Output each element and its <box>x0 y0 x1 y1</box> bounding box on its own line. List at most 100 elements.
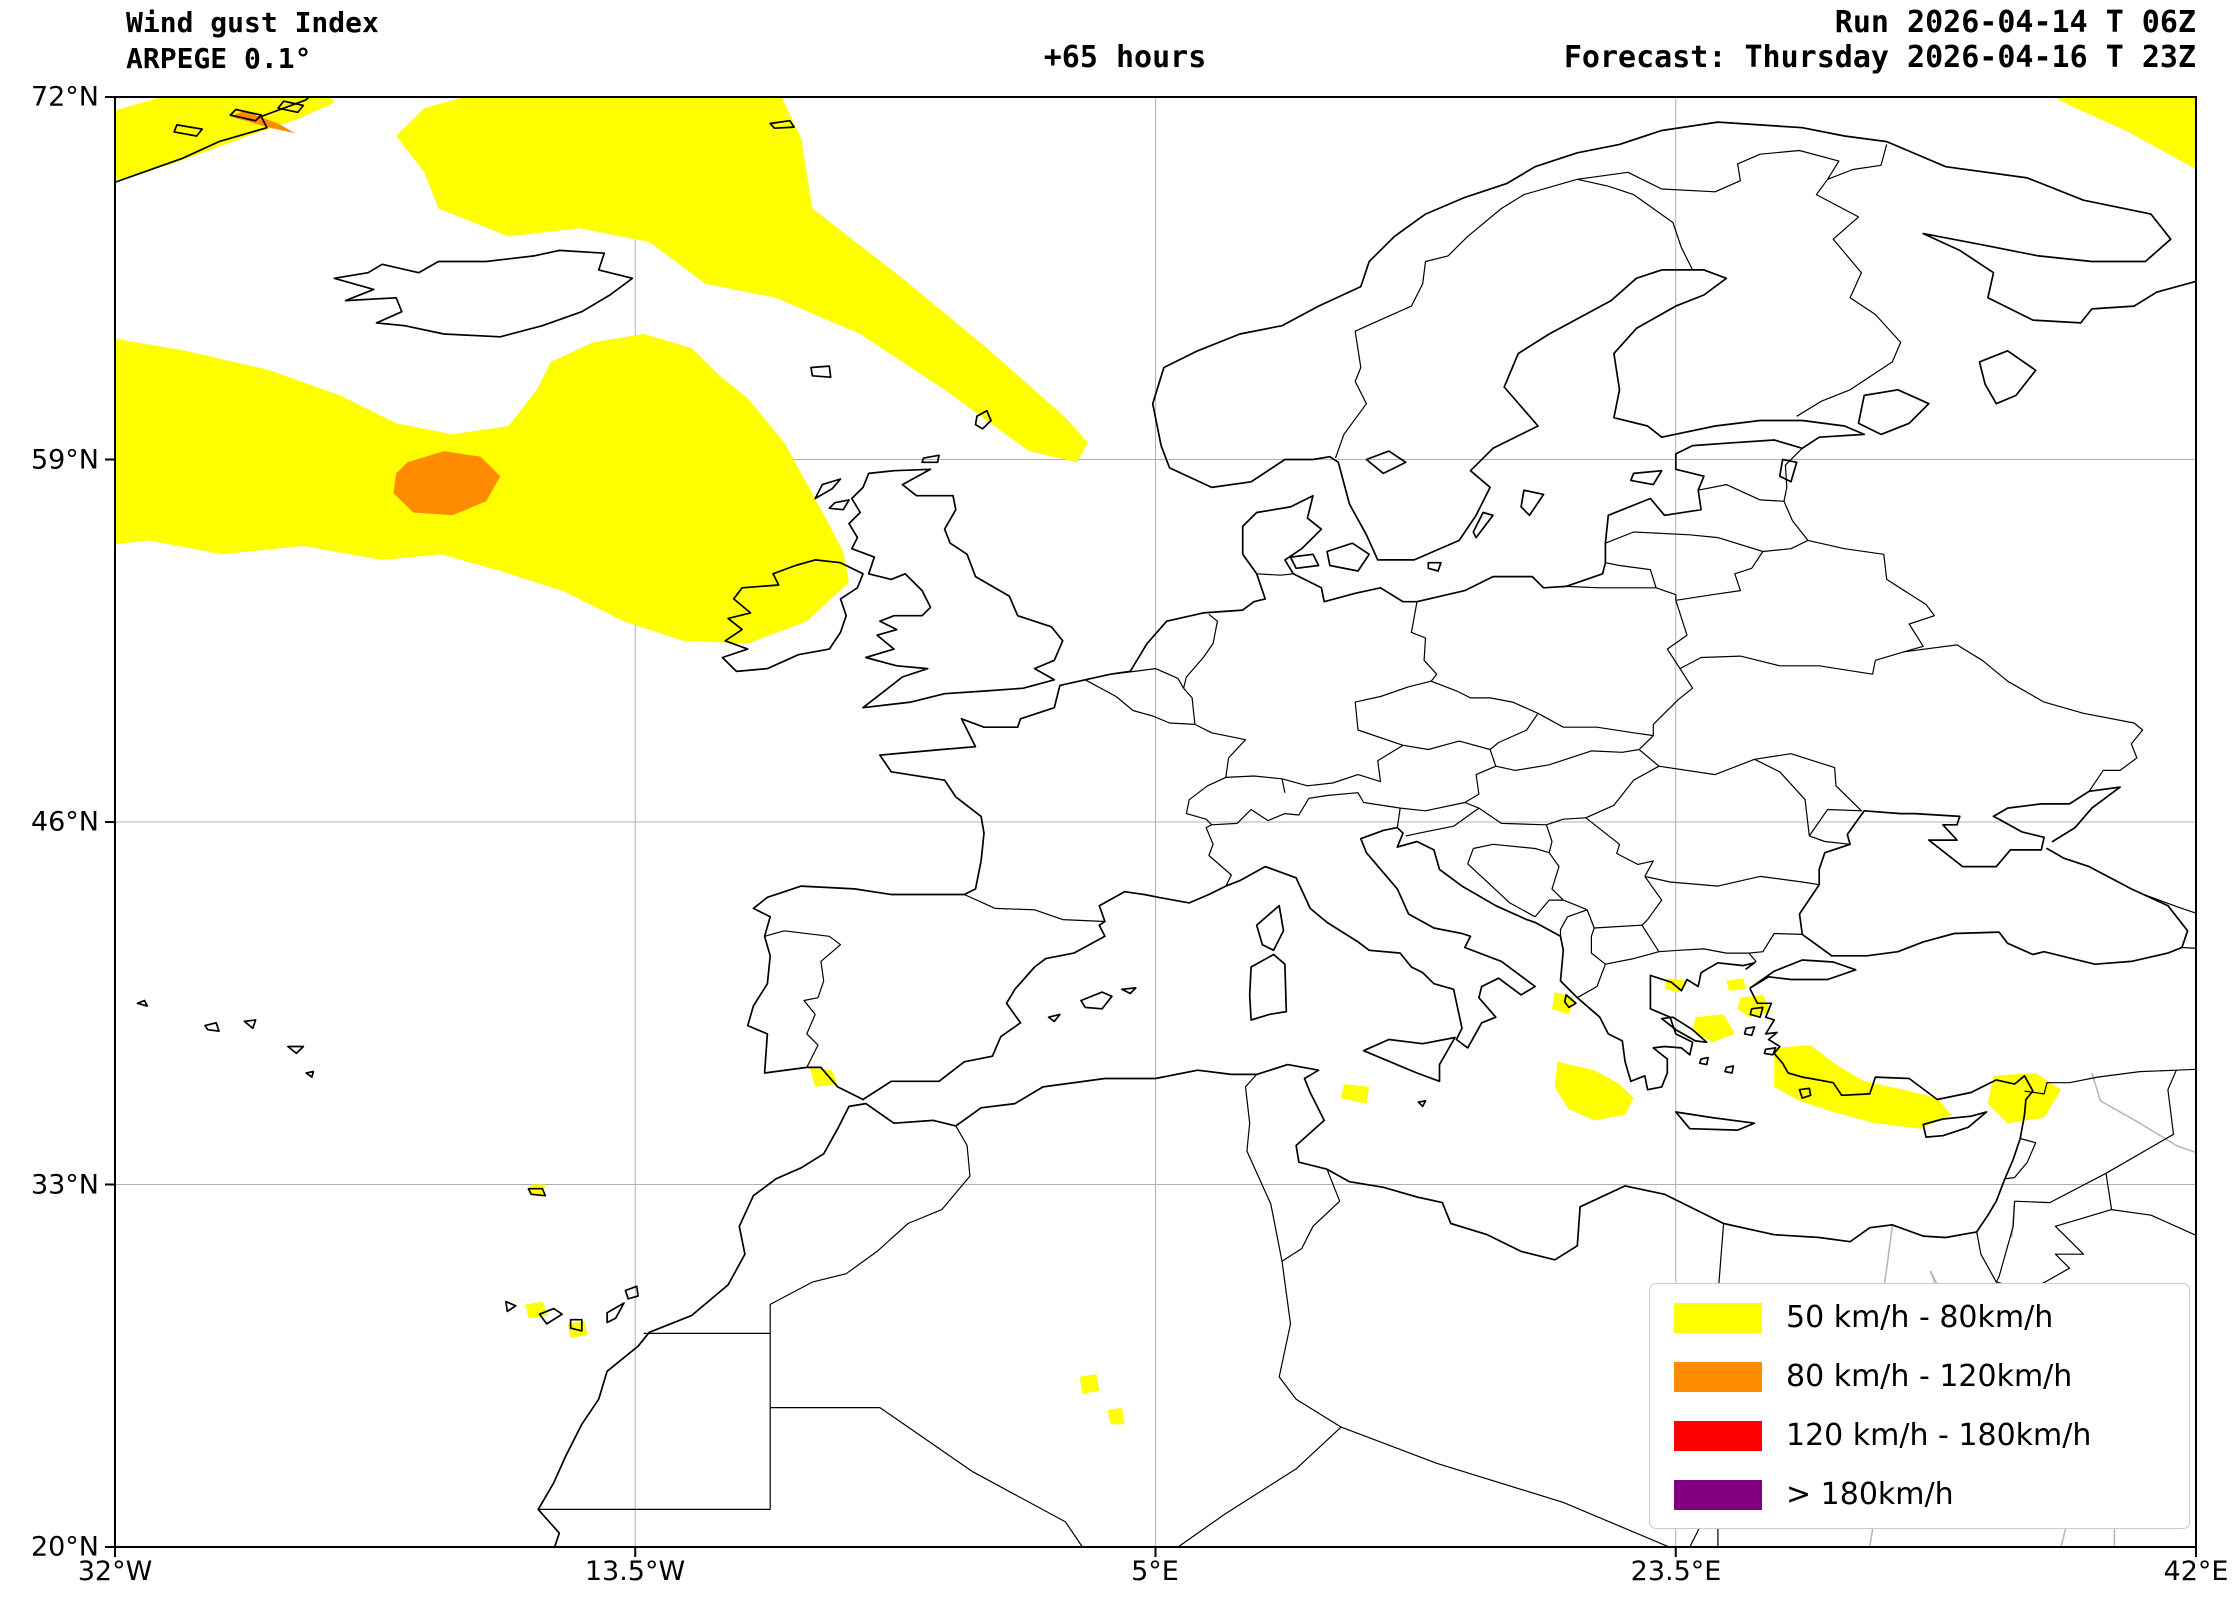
coastline-island <box>569 1318 583 1332</box>
lat-tick-label: 72°N <box>30 81 99 113</box>
country-border <box>1655 587 1677 601</box>
country-border <box>1641 924 1660 953</box>
map-layers <box>115 97 2196 1547</box>
coastline <box>746 121 2196 1101</box>
country-border <box>1754 753 1862 837</box>
legend: 50 km/h - 80km/h 80 km/h - 120km/h 120 k… <box>1649 1283 2190 1529</box>
country-border <box>1559 909 1588 937</box>
country-border <box>1585 817 1654 877</box>
country-border <box>1194 723 1247 778</box>
coastline-island <box>1743 1026 1756 1037</box>
gust-area-50-80 <box>1341 1084 1370 1104</box>
legend-label: > 180km/h <box>1786 1477 1954 1512</box>
country-border <box>1996 1173 2113 1292</box>
coastline-island <box>1629 469 1663 486</box>
country-border <box>1464 765 1497 804</box>
legend-item: > 180km/h <box>1674 1477 2165 1512</box>
coastline-island <box>828 499 850 511</box>
country-border <box>2014 1137 2037 1178</box>
country-border <box>1225 775 1283 780</box>
coastline-island <box>810 365 832 379</box>
coastline-island <box>1472 511 1494 539</box>
country-border <box>1478 807 1547 826</box>
country-border <box>1185 776 1227 826</box>
coastline-island <box>1749 1006 1764 1019</box>
gust-area-50-80 <box>115 131 141 145</box>
country-border <box>1754 758 1810 836</box>
legend-label: 120 km/h - 180km/h <box>1786 1418 2092 1453</box>
gust-area-50-80 <box>396 97 1088 463</box>
coastline-island <box>974 409 992 430</box>
coastline-island <box>305 1070 315 1078</box>
country-border <box>1641 876 1663 926</box>
coastline-island <box>769 119 795 130</box>
country-border <box>1281 744 1404 787</box>
coastline-island <box>204 1021 220 1032</box>
lon-tick-label: 42°E <box>2163 1556 2229 1587</box>
country-border <box>1783 501 1809 541</box>
coastline-island <box>277 100 305 114</box>
country-border <box>1256 573 1294 576</box>
coastline-island <box>1362 1036 1456 1083</box>
country-border <box>1995 1201 2016 1283</box>
coastline-island <box>287 1045 305 1055</box>
forecast-label: Forecast: Thursday 2026-04-16 T 23Z <box>1563 40 2196 75</box>
legend-item: 120 km/h - 180km/h <box>1674 1418 2165 1453</box>
coastline-island <box>1798 1087 1812 1099</box>
country-border <box>1638 735 1654 750</box>
gust-area-50-80 <box>2055 97 2196 170</box>
country-border <box>1585 765 1660 819</box>
country-border <box>1278 1261 1342 1428</box>
country-border <box>1402 740 1491 751</box>
coastline-island <box>1660 1016 1708 1044</box>
coastline-island <box>624 1285 639 1300</box>
country-border <box>764 930 842 1068</box>
coastline-island <box>1698 1056 1709 1066</box>
legend-swatch-yellow <box>1674 1302 1762 1333</box>
lon-tick-label: 32°W <box>77 1556 153 1587</box>
legend-label: 50 km/h - 80km/h <box>1786 1300 2054 1335</box>
legend-swatch-orange <box>1674 1361 1762 1392</box>
lat-tick-label: 59°N <box>30 444 99 476</box>
country-border <box>1748 932 1803 954</box>
gust-area-50-80 <box>115 97 335 181</box>
country-border <box>1809 835 1851 845</box>
country-border <box>1605 531 1764 553</box>
coastline-island <box>921 454 940 464</box>
country-border <box>1577 178 1694 271</box>
coastline-island <box>333 249 634 338</box>
country-border <box>1489 712 1539 750</box>
coastline-island <box>1080 991 1113 1010</box>
country-border <box>1605 951 1660 965</box>
coastline-island <box>1047 1013 1061 1023</box>
lat-tick-label: 20°N <box>30 1531 99 1563</box>
gust-area-50-80 <box>1552 992 1575 1015</box>
gust-area-50-80 <box>1737 994 1772 1018</box>
country-border <box>2111 1209 2196 1236</box>
country-border <box>2181 946 2196 949</box>
coastline-island <box>173 124 204 137</box>
country-border <box>1534 899 1564 918</box>
coastline-island <box>136 999 149 1007</box>
page-title: Wind gust Index <box>126 6 379 39</box>
country-border <box>1354 680 1432 746</box>
country-border <box>1473 843 1550 854</box>
country-border <box>1577 149 1840 193</box>
lat-tick-label: 46°N <box>30 806 99 838</box>
legend-item: 50 km/h - 80km/h <box>1674 1300 2165 1335</box>
gust-area-50-80 <box>1554 1061 1634 1121</box>
coastline-island <box>1563 994 1577 1009</box>
gust-area-50-80 <box>1079 1374 1100 1394</box>
lon-tick-label: 5°E <box>1131 1556 1179 1587</box>
coastline-island <box>505 1300 517 1313</box>
coastline-island <box>1326 542 1371 572</box>
country-border <box>1396 808 1401 828</box>
country-border <box>1563 899 1588 911</box>
coastline-island <box>1427 561 1442 572</box>
coastline-island <box>538 1307 563 1325</box>
country-border <box>1745 952 1757 970</box>
country-border <box>1807 539 1936 653</box>
gust-area-50-80 <box>809 1067 838 1087</box>
lon-tick-label: 23.5°E <box>1630 1556 1722 1587</box>
